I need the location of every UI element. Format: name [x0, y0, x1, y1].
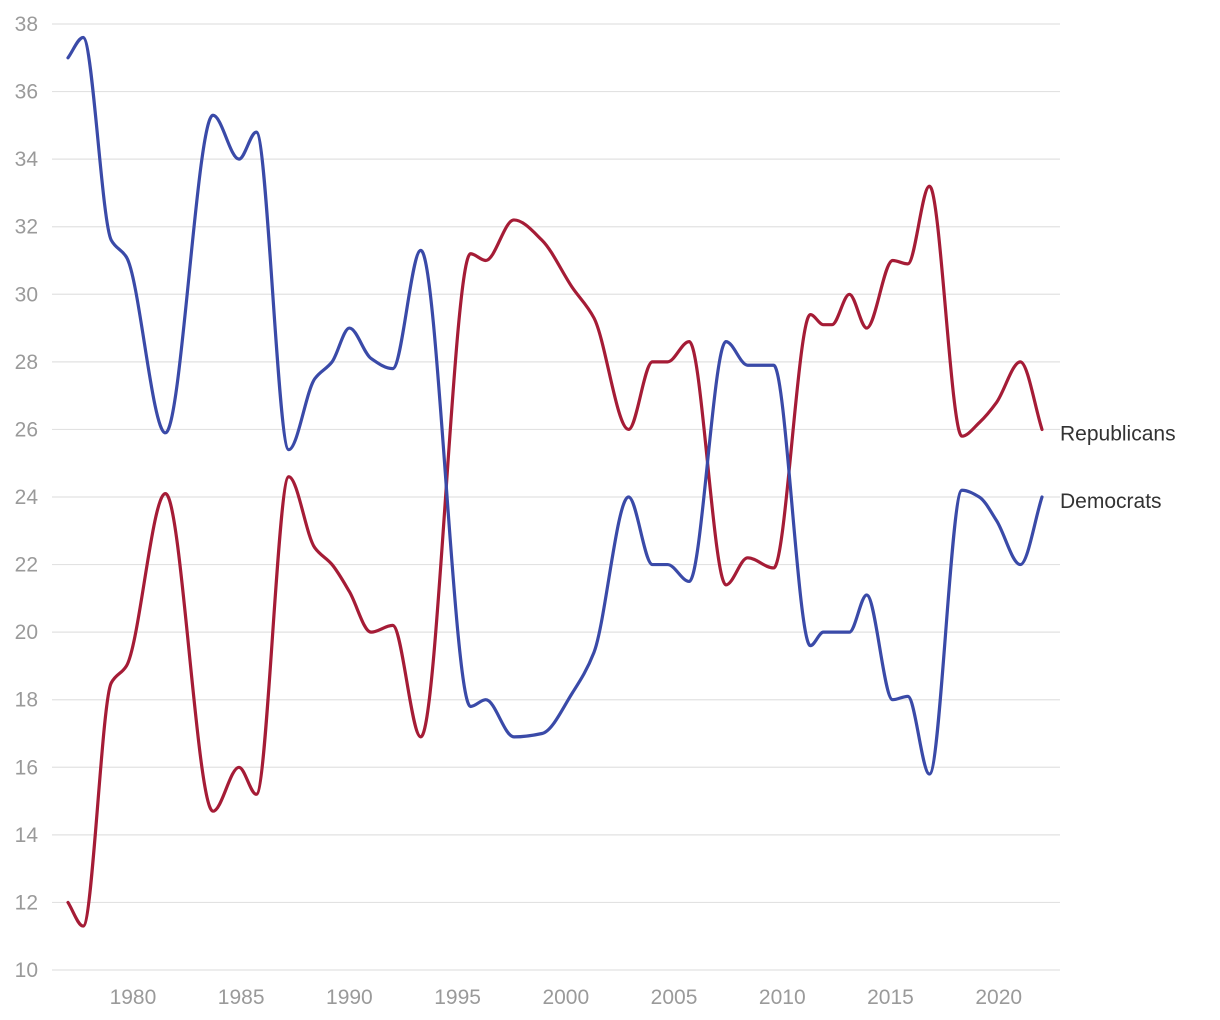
- y-tick-label-30: 30: [15, 283, 38, 306]
- x-tick-label-2005: 2005: [651, 986, 698, 1009]
- y-tick-label-32: 32: [15, 216, 38, 239]
- series-republicans: [66, 184, 1044, 928]
- series-end-labels: Republicans Democrats: [1060, 422, 1176, 513]
- y-tick-label-12: 12: [15, 891, 38, 914]
- y-tick-label-10: 10: [15, 959, 38, 982]
- y-tick-label-20: 20: [15, 621, 38, 644]
- series-lines: [66, 35, 1044, 928]
- x-tick-label-1995: 1995: [434, 986, 481, 1009]
- y-tick-label-26: 26: [15, 418, 38, 441]
- x-tick-label-1990: 1990: [326, 986, 373, 1009]
- gridlines: [52, 23, 1060, 971]
- series-line-democrats: [66, 35, 1044, 776]
- series-democrats: [66, 35, 1044, 776]
- y-tick-label-34: 34: [15, 148, 39, 171]
- x-tick-label-1980: 1980: [110, 986, 157, 1009]
- y-tick-label-38: 38: [15, 13, 38, 36]
- series-label-democrats: Democrats: [1060, 490, 1162, 513]
- y-tick-label-24: 24: [15, 486, 39, 509]
- y-axis-tick-labels: 10 12 14 16 18 20 22 24 26 28 30 32 34 36 38: [15, 13, 39, 982]
- y-tick-label-16: 16: [15, 756, 38, 779]
- x-tick-label-2015: 2015: [867, 986, 914, 1009]
- x-axis-tick-labels: 1980 1985 1990 1995 2000 2005 2010 2015 2020: [110, 986, 1022, 1009]
- x-tick-label-2020: 2020: [975, 986, 1022, 1009]
- y-tick-label-28: 28: [15, 351, 38, 374]
- series-label-republicans: Republicans: [1060, 422, 1176, 445]
- y-tick-label-14: 14: [15, 824, 39, 847]
- y-tick-label-36: 36: [15, 81, 38, 104]
- x-tick-label-2010: 2010: [759, 986, 806, 1009]
- x-tick-label-2000: 2000: [542, 986, 589, 1009]
- y-tick-label-18: 18: [15, 689, 38, 712]
- y-tick-label-22: 22: [15, 554, 38, 577]
- x-tick-label-1985: 1985: [218, 986, 265, 1009]
- series-line-republicans: [66, 184, 1044, 928]
